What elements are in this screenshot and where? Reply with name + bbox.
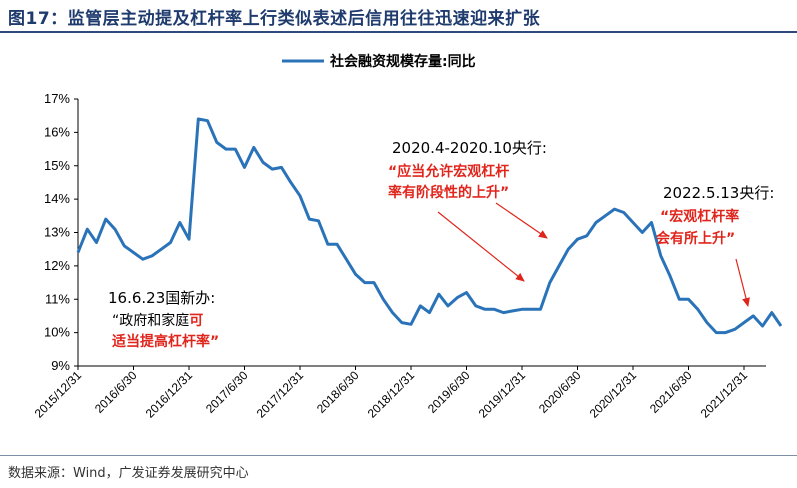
figure-title: 图17：监管层主动提及杠杆率上行类似表述后信用往往迅速迎来扩张 [8, 9, 541, 29]
annotation-2022-arrow [735, 258, 750, 307]
annotation-2020: 2020.4-2020.10央行: “应当允许宏观杠杆 率有阶段性的上升” [388, 139, 548, 282]
y-tick-label: 10% [44, 325, 70, 340]
source-note: 数据来源：Wind，广发证券发展研究中心 [8, 466, 249, 481]
x-tick-label: 2019/12/31 [476, 368, 529, 421]
x-tick-label: 2021/6/30 [647, 368, 695, 416]
x-tick-label: 2019/6/30 [425, 368, 473, 416]
y-tick-label: 15% [44, 158, 70, 173]
y-tick-label: 11% [45, 291, 70, 306]
legend-label: 社会融资规模存量:同比 [329, 53, 476, 70]
x-tick-label: 2016/12/31 [143, 368, 196, 421]
annotation-2020-line3: 率有阶段性的上升” [388, 184, 509, 201]
annotation-2016: 16.6.23国新办: “政府和家庭可 适当提高杠杆率” [108, 289, 219, 350]
y-tick-label: 14% [44, 191, 70, 206]
x-tick-label: 2021/12/31 [698, 368, 751, 421]
annotation-2022-line2: “宏观杠杆率 [660, 208, 739, 225]
y-tick-label: 17% [44, 91, 70, 106]
annotation-2020-arrow-2 [495, 202, 548, 239]
annotation-2022: 2022.5.13央行: “宏观杠杆率 会有所上升” [656, 184, 774, 307]
x-tick-label: 2016/6/30 [92, 368, 140, 416]
annotation-2020-line2: “应当允许宏观杠杆 [388, 163, 509, 180]
x-tick-label: 2018/6/30 [314, 368, 362, 416]
annotation-2020-arrow-1 [437, 211, 525, 282]
x-tick-label: 2015/12/31 [32, 368, 85, 421]
annotation-2016-line2: “政府和家庭可 [112, 312, 203, 329]
y-tick-label: 12% [44, 258, 70, 273]
annotation-2016-line2-red: 可 [189, 313, 203, 329]
annotation-2016-line1: 16.6.23国新办: [108, 289, 215, 307]
x-ticks: 2015/12/31 2016/6/30 2016/12/31 2017/6/30 20… [32, 366, 751, 421]
x-tick-label: 2020/6/30 [536, 368, 584, 416]
y-tick-label: 16% [44, 124, 70, 139]
y-ticks: 9% 10% 11% 12% 13% 14% 15% 16% 17% [44, 91, 78, 373]
x-tick-label: 2017/6/30 [203, 368, 251, 416]
bottom-rule [0, 455, 797, 456]
annotation-2020-line1: 2020.4-2020.10央行: [392, 139, 547, 157]
x-tick-label: 2018/12/31 [365, 368, 418, 421]
line-chart: 社会融资规模存量:同比 9% 10% 11% 12% 13% 14% 15% 16% 17% 2… [32, 53, 783, 421]
title-rule [0, 31, 797, 33]
annotation-2016-line3: 适当提高杠杆率” [112, 333, 219, 350]
x-tick-label: 2020/12/31 [587, 368, 640, 421]
series-line [76, 117, 783, 335]
annotation-2022-line3: 会有所上升” [656, 230, 735, 247]
annotation-2022-line1: 2022.5.13央行: [663, 184, 774, 202]
annotation-2016-line2-black: “政府和家庭 [112, 312, 189, 329]
x-tick-label: 2017/12/31 [254, 368, 307, 421]
y-tick-label: 13% [44, 225, 70, 240]
y-tick-label: 9% [51, 358, 70, 373]
